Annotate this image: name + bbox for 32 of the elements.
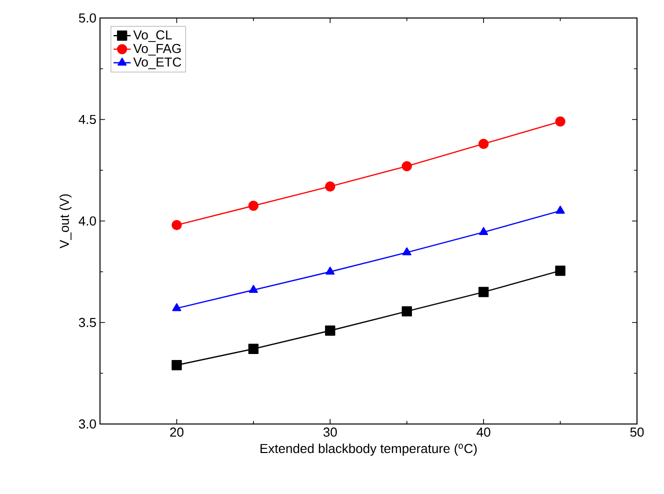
y-tick-label: 5.0 (78, 13, 96, 23)
x-tick-label: 40 (476, 428, 490, 437)
point (172, 360, 182, 370)
point (555, 116, 566, 127)
point (402, 161, 412, 172)
x-tick-label: 50 (630, 428, 644, 437)
x-tick-label: 30 (323, 428, 337, 437)
point (325, 326, 336, 336)
point (325, 181, 336, 192)
point (556, 206, 565, 214)
point (478, 138, 489, 149)
y-tick-label: 4.5 (78, 114, 96, 124)
y-tick-label: 4.0 (78, 216, 96, 226)
point (555, 266, 566, 276)
point (172, 220, 182, 230)
point (479, 227, 488, 235)
y-tick-label: 3.0 (78, 419, 96, 429)
point (248, 344, 259, 354)
point (478, 286, 489, 298)
point (248, 284, 258, 293)
point (172, 303, 182, 312)
legend-label: Vo_FAG (133, 44, 181, 56)
point (402, 247, 412, 256)
legend-label: Vo_ETC (133, 57, 182, 70)
x-tick-label: 20 (170, 428, 184, 437)
point (326, 266, 335, 275)
y-tick-label: 3.5 (78, 318, 96, 328)
point (402, 306, 412, 316)
x-axis-title: Extended blackbody temperature ($^{o}$C) (260, 444, 477, 456)
y-axis-title: V_out (V) (59, 194, 72, 248)
point (248, 200, 259, 211)
legend-label: Vo_CL (133, 30, 172, 42)
